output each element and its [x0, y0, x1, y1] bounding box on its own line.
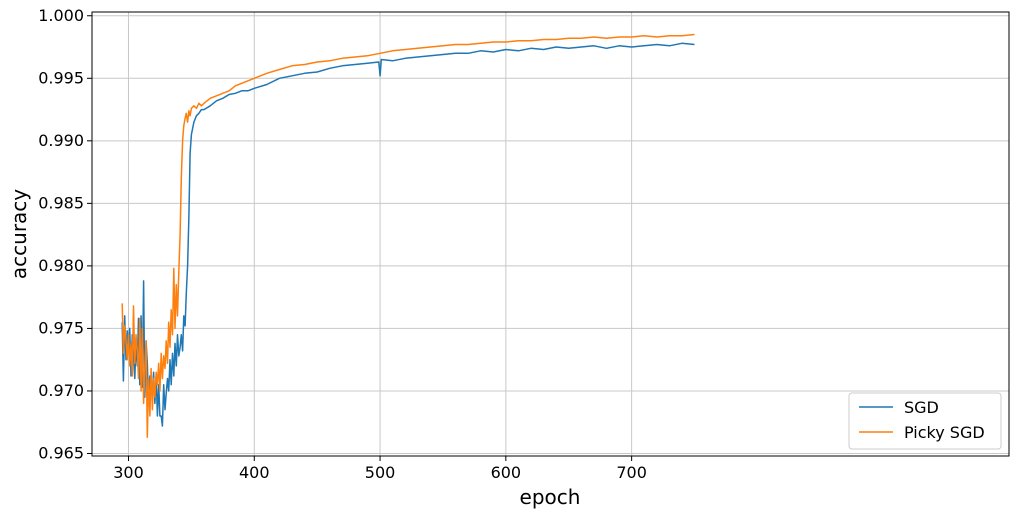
- y-tick-label: 0.980: [38, 256, 84, 275]
- y-tick-label: 0.995: [38, 68, 84, 87]
- y-tick-label: 0.990: [38, 131, 84, 150]
- series-line-picky-sgd: [121, 33, 695, 438]
- y-tick-label: 0.975: [38, 318, 84, 337]
- y-tick-label: 0.965: [38, 443, 84, 462]
- legend-label-sgd: SGD: [904, 398, 939, 417]
- series-lines: [121, 33, 695, 438]
- legend-label-picky-sgd: Picky SGD: [904, 423, 985, 442]
- grid: [92, 12, 1009, 456]
- y-axis-label: accuracy: [7, 189, 31, 279]
- y-tick-label: 0.970: [38, 381, 84, 400]
- x-axis-ticks: 300 400 500 600 700: [113, 456, 647, 482]
- x-tick-label: 300: [113, 463, 144, 482]
- x-tick-label: 400: [239, 463, 270, 482]
- x-tick-label: 600: [491, 463, 522, 482]
- series-line-sgd: [121, 42, 695, 427]
- y-tick-label: 0.985: [38, 193, 84, 212]
- x-tick-label: 500: [365, 463, 396, 482]
- y-tick-label: 1.000: [38, 6, 84, 25]
- x-tick-label: 700: [616, 463, 647, 482]
- legend: SGD Picky SGD: [848, 392, 1002, 450]
- y-axis-ticks: 0.965 0.970 0.975 0.980 0.985 0.990 0.995 1.000: [38, 6, 92, 462]
- x-axis-label: epoch: [520, 485, 581, 509]
- plot-frame: [91, 11, 1010, 457]
